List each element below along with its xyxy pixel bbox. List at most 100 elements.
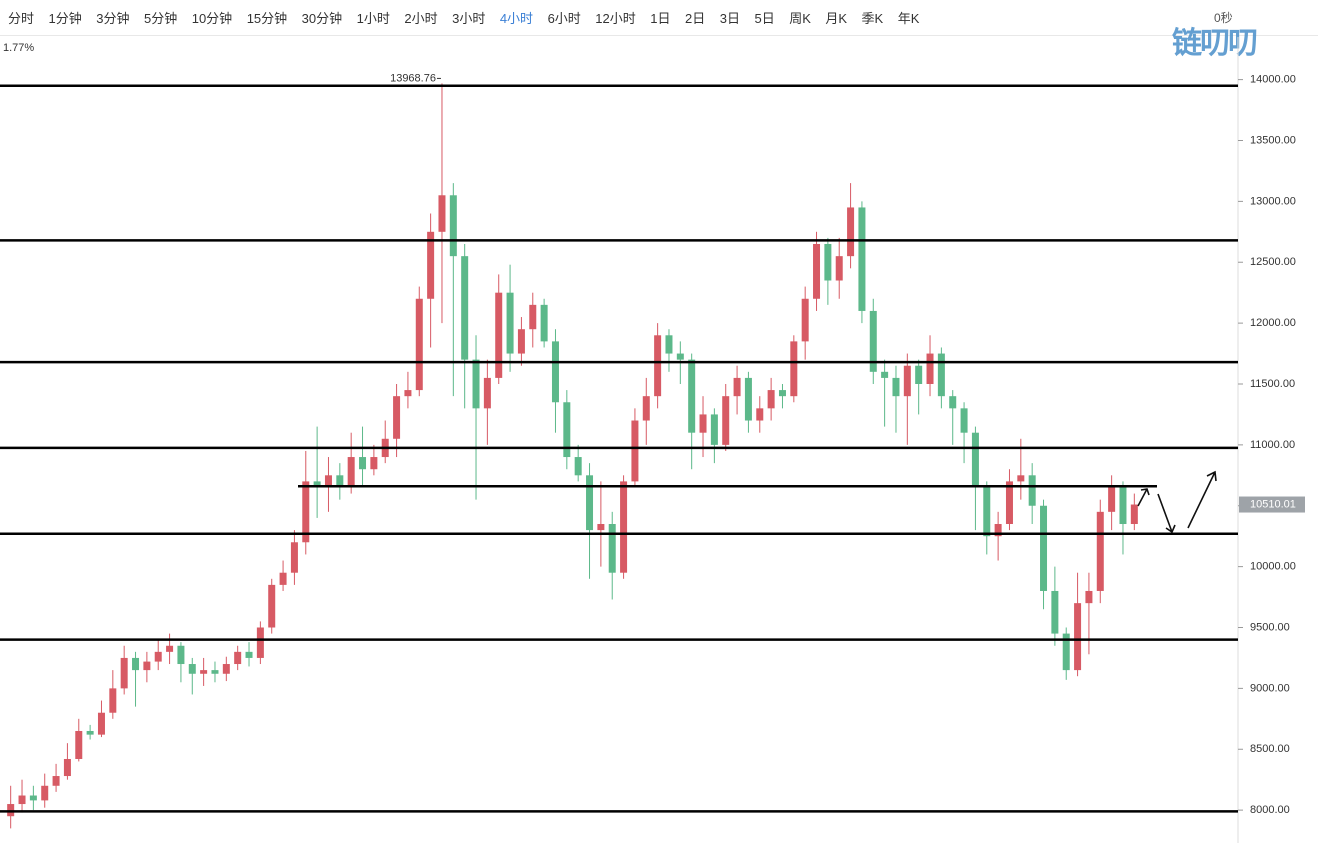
candle-body <box>370 457 378 470</box>
arrow <box>1137 488 1150 507</box>
timeframe-button[interactable]: 周K <box>789 11 811 26</box>
candle-body <box>393 396 401 439</box>
candle-body <box>597 524 605 531</box>
candle-body <box>143 661 151 671</box>
candle-body <box>438 195 446 232</box>
candle-body <box>1108 487 1116 512</box>
candle-body <box>903 365 911 397</box>
timeframe-button[interactable]: 3日 <box>719 11 740 26</box>
timeframe-button[interactable]: 12小时 <box>595 11 636 26</box>
candle-body <box>699 414 707 433</box>
y-tick-label: 12000.00 <box>1250 317 1296 329</box>
timeframe-button[interactable]: 1日 <box>650 11 671 26</box>
candle-body <box>97 712 105 735</box>
candle-body <box>676 353 684 360</box>
candle-body <box>1096 511 1104 591</box>
candle-body <box>790 341 798 397</box>
candle-body <box>1074 603 1082 671</box>
candle-body <box>722 396 730 445</box>
candle-body <box>744 377 752 421</box>
candle-body <box>540 304 548 342</box>
candle-body <box>756 408 764 421</box>
candle-body <box>1005 481 1013 525</box>
y-tick-label: 9000.00 <box>1250 682 1290 694</box>
candle-body <box>960 408 968 433</box>
y-tick-label: 11500.00 <box>1250 378 1295 390</box>
timeframe-button[interactable]: 分时 <box>8 11 35 26</box>
timeframe-button[interactable]: 1小时 <box>356 11 390 26</box>
timeframe-button[interactable]: 4小时 <box>499 11 534 26</box>
timeframe-button[interactable]: 5分钟 <box>143 11 178 26</box>
candle-body <box>813 243 821 299</box>
candle-body <box>200 670 208 674</box>
candle-body <box>177 645 185 665</box>
candle-body <box>29 795 37 801</box>
candle-body <box>551 341 559 403</box>
candle-body <box>154 651 162 662</box>
arrow <box>1187 470 1217 529</box>
candle-body <box>778 390 786 397</box>
candle-body <box>324 475 332 488</box>
toolbar: 分时 1分钟 3分钟 5分钟 10分钟 15分钟 30分钟 1小时 2小时 3小时 4小时 6小时 12… <box>0 0 1318 36</box>
candle-body <box>824 243 832 281</box>
candle-body <box>1130 504 1138 525</box>
timeframe-button[interactable]: 年K <box>897 11 920 26</box>
candle-body <box>472 359 480 409</box>
timeframe-button[interactable]: 2小时 <box>404 11 438 26</box>
timeframe-button[interactable]: 季K <box>861 11 884 26</box>
timeframe-button[interactable]: 10分钟 <box>191 11 233 26</box>
candle-body <box>86 730 94 735</box>
arrows <box>1137 470 1217 534</box>
candle-body <box>1028 475 1036 506</box>
candle-body <box>279 572 287 585</box>
candle-body <box>586 475 594 531</box>
candle-body <box>1062 633 1070 671</box>
timeframe-button[interactable]: 2日 <box>685 11 706 26</box>
candle-body <box>835 256 843 281</box>
candle-body <box>949 396 957 409</box>
candle-body <box>75 730 83 759</box>
timeframe-button[interactable]: 15分钟 <box>246 11 288 26</box>
last-price-label: 10510.01 <box>1250 498 1296 510</box>
candle-body <box>608 524 616 573</box>
candle-body <box>983 487 991 537</box>
timeframe-button[interactable]: 月K <box>825 11 848 26</box>
timeframe-button[interactable]: 1分钟 <box>48 11 82 26</box>
candle-body <box>483 377 491 409</box>
candle-body <box>801 298 809 342</box>
candle-body <box>733 377 741 397</box>
candle-body <box>654 335 662 397</box>
candle-body <box>63 758 71 777</box>
candle-body <box>937 353 945 397</box>
candle-body <box>563 402 571 458</box>
timeframe-button[interactable]: 30分钟 <box>301 11 343 26</box>
candle-body <box>234 651 242 665</box>
candle-body <box>415 298 423 391</box>
chart: 1.77% 8000.00 8500.00 9000.00 9500.00 10000.… <box>0 37 1305 843</box>
last-price-box <box>1239 496 1305 513</box>
timeframe-button[interactable]: 3分钟 <box>96 11 130 26</box>
candle-body <box>858 207 866 311</box>
candle-body <box>926 353 934 384</box>
timeframe-button[interactable]: 3小时 <box>452 11 486 26</box>
candle-body <box>971 432 979 488</box>
candle-body <box>529 304 537 330</box>
candle-body <box>994 524 1002 537</box>
y-tick-label: 14000.00 <box>1250 74 1296 86</box>
y-tick-label: 8500.00 <box>1250 743 1290 755</box>
timeframe-button[interactable]: 5日 <box>754 11 775 26</box>
candle-body <box>290 542 298 573</box>
candle-body <box>41 785 49 801</box>
candle-body <box>620 481 628 573</box>
logo: 链叨叨 <box>1172 27 1258 60</box>
arrow <box>1157 493 1176 534</box>
timeframe-button[interactable]: 6小时 <box>547 11 581 26</box>
candle-body <box>1017 475 1025 482</box>
candle-body <box>1085 590 1093 604</box>
candle-body <box>268 584 276 628</box>
candle-body <box>1119 487 1127 525</box>
candle-body <box>302 481 310 543</box>
candle-body <box>495 292 503 378</box>
candle-body <box>359 457 367 470</box>
candle-body <box>52 776 60 786</box>
